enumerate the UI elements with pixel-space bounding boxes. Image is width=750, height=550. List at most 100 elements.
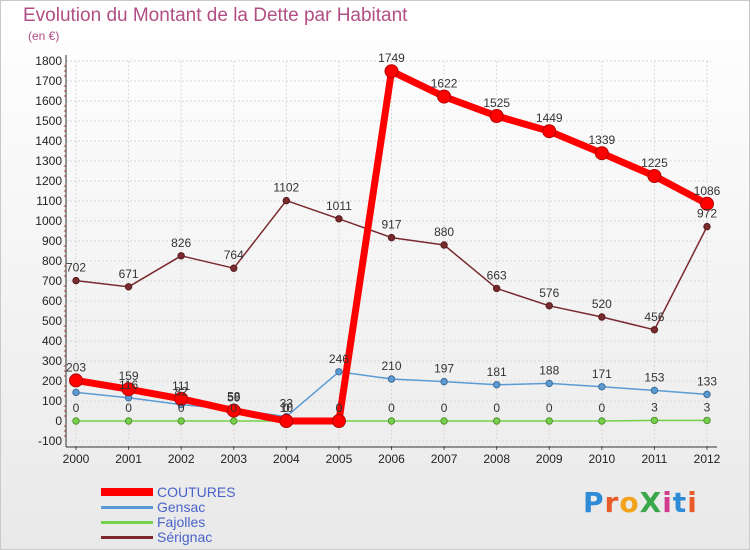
data-label: 10 [280, 401, 294, 415]
data-label: 1525 [483, 96, 510, 110]
series-sérignac [72, 196, 711, 334]
data-point [331, 414, 346, 428]
x-tick-label: 2011 [642, 452, 668, 466]
data-point [177, 252, 185, 260]
data-label: 520 [592, 297, 612, 311]
data-label: 1102 [273, 181, 299, 195]
data-point [177, 417, 185, 425]
logo-letter: t [672, 486, 688, 519]
y-tick-label: 100 [42, 394, 62, 408]
legend-label: Fajolles [157, 514, 206, 530]
data-point [545, 302, 553, 310]
data-point [650, 326, 659, 334]
data-point [492, 284, 501, 293]
legend-swatch [101, 488, 153, 496]
data-point [703, 390, 711, 399]
y-tick-label: 1700 [35, 74, 62, 88]
data-label: 210 [381, 359, 401, 373]
data-label: 972 [697, 207, 717, 221]
y-tick-label: 1800 [35, 54, 62, 68]
proxiti-logo: ProXiti [583, 486, 698, 519]
legend-label: Gensac [157, 499, 206, 515]
data-label: 3 [651, 400, 658, 414]
data-point [387, 417, 396, 425]
data-label: 702 [66, 261, 86, 275]
data-point [72, 417, 80, 425]
data-point [437, 89, 452, 104]
data-point [492, 417, 501, 425]
data-point [387, 375, 396, 383]
chart-unit-label: (en €) [28, 29, 60, 43]
data-point [279, 414, 294, 428]
y-tick-label: 1300 [35, 154, 62, 168]
data-point [230, 264, 238, 272]
data-label: 188 [539, 363, 559, 377]
x-tick-label: 2002 [168, 452, 195, 466]
x-tick-label: 2000 [63, 452, 90, 466]
data-label: 159 [119, 369, 139, 383]
data-label: 58 [227, 389, 241, 403]
data-label: 0 [493, 401, 500, 415]
data-label: 826 [171, 236, 191, 250]
data-label: 1339 [588, 133, 615, 147]
x-tick-label: 2004 [273, 452, 300, 466]
data-label: 0 [336, 401, 343, 415]
data-label: 203 [66, 360, 86, 374]
x-tick-label: 2007 [431, 452, 458, 466]
logo-letter: i [687, 486, 698, 519]
series-fajolles [72, 416, 711, 425]
data-label: 663 [487, 268, 507, 282]
data-point [335, 215, 343, 223]
legend-item: COUTURES [101, 485, 321, 500]
data-label: 456 [644, 310, 664, 324]
data-label: 1449 [536, 111, 563, 125]
data-point [226, 403, 241, 418]
data-point [282, 196, 291, 205]
data-point [124, 417, 133, 425]
data-label: 133 [697, 374, 717, 388]
data-point [72, 388, 80, 397]
y-tick-label: 0 [55, 414, 62, 428]
data-point [69, 373, 83, 388]
legend-item: Fajolles [101, 515, 321, 530]
data-label: 0 [441, 401, 448, 415]
data-label: 0 [230, 401, 237, 415]
data-point [440, 241, 448, 249]
chart-legend: COUTURES Gensac Fajolles Sérignac [101, 485, 321, 545]
data-label: 0 [336, 401, 343, 415]
data-point [492, 381, 501, 389]
logo-letter: r [604, 486, 620, 519]
y-tick-label: 300 [42, 354, 62, 368]
data-label: 181 [487, 365, 507, 379]
logo-letter: X [639, 486, 663, 519]
data-label: 197 [434, 362, 454, 376]
logo-letter: o [619, 486, 640, 519]
legend-item: Gensac [101, 500, 321, 515]
y-tick-label: 200 [42, 374, 62, 388]
data-label: 1225 [641, 156, 668, 170]
data-point [650, 386, 659, 395]
data-point [598, 383, 606, 391]
y-tick-label: 500 [42, 314, 62, 328]
data-point [545, 417, 553, 425]
y-tick-label: 700 [42, 274, 62, 288]
y-tick-label: 1400 [35, 134, 62, 148]
data-point [542, 124, 557, 139]
data-label: 153 [644, 370, 664, 384]
logo-letter: P [583, 486, 605, 519]
legend-swatch [101, 536, 153, 539]
data-label: 0 [546, 401, 553, 415]
data-label: 246 [329, 352, 349, 366]
data-label: 1011 [326, 199, 352, 213]
data-point [384, 64, 399, 79]
data-point [650, 416, 659, 425]
data-label: 0 [125, 401, 132, 415]
data-point [703, 416, 711, 425]
data-label: 0 [283, 401, 290, 415]
data-label: 917 [381, 218, 401, 232]
y-tick-label: 1000 [35, 214, 62, 228]
logo-letter: i [662, 486, 673, 519]
x-tick-label: 2009 [536, 452, 563, 466]
